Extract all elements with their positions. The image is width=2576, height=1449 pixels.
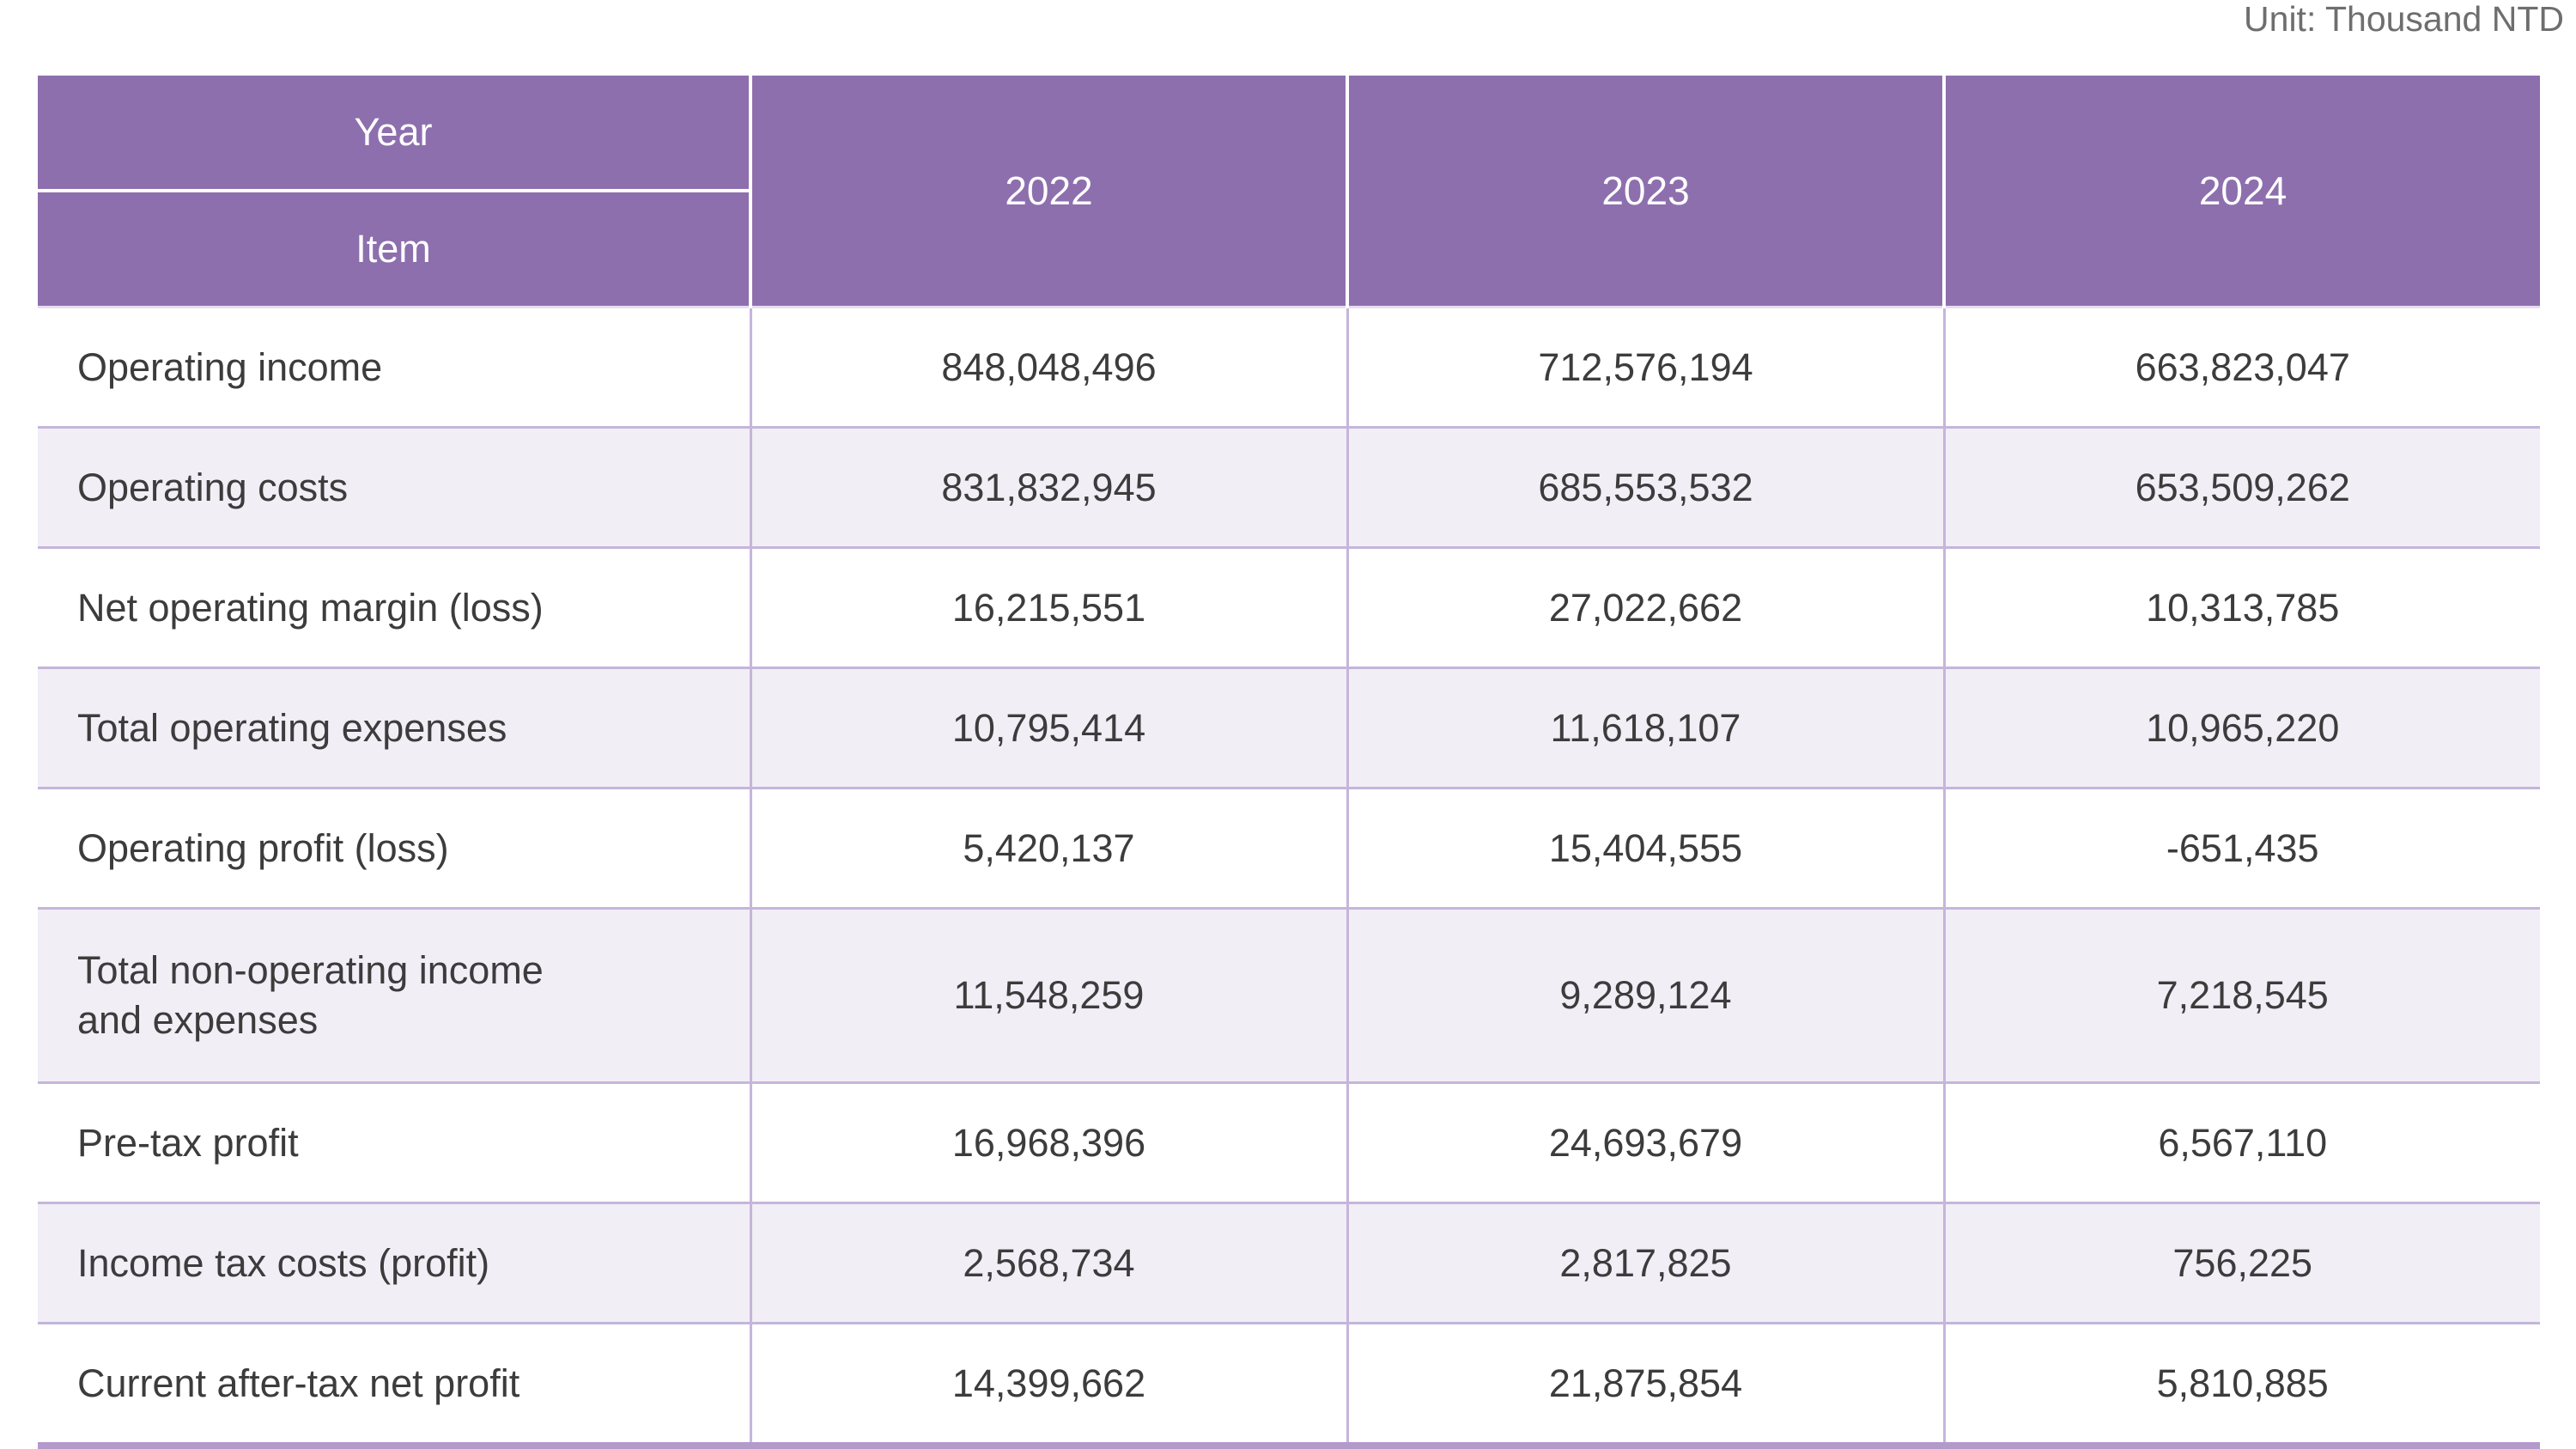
item-label: Operating profit (loss) (38, 787, 750, 909)
table-row: Operating profit (loss) 5,420,137 15,404… (38, 787, 2540, 909)
table-row: Operating income 848,048,496 712,576,194… (38, 306, 2540, 428)
value-2023: 685,553,532 (1346, 426, 1944, 548)
value-2022: 16,215,551 (749, 546, 1347, 668)
value-2024: 6,567,110 (1942, 1081, 2540, 1203)
value-2023: 24,693,679 (1346, 1081, 1944, 1203)
table-row: Net operating margin (loss) 16,215,551 2… (38, 546, 2540, 668)
item-label: Operating income (38, 306, 750, 428)
item-label: Net operating margin (loss) (38, 546, 750, 668)
value-2023: 21,875,854 (1346, 1322, 1944, 1449)
corner-item-label: Item (355, 227, 431, 271)
table-row: Income tax costs (profit) 2,568,734 2,81… (38, 1202, 2540, 1324)
table-row: Current after-tax net profit 14,399,662 … (38, 1322, 2540, 1449)
value-2024: 756,225 (1942, 1202, 2540, 1324)
item-label: Total non-operating income and expenses (38, 907, 750, 1083)
value-2022: 11,548,259 (749, 907, 1347, 1083)
value-2024: 5,810,885 (1942, 1322, 2540, 1449)
value-2023: 9,289,124 (1346, 907, 1944, 1083)
value-2023: 27,022,662 (1346, 546, 1944, 668)
value-2022: 848,048,496 (749, 306, 1347, 428)
value-2022: 10,795,414 (749, 667, 1347, 788)
financial-table: Year Item 2022 2023 2024 Operating incom… (38, 76, 2540, 1449)
item-label: Current after-tax net profit (38, 1322, 750, 1449)
value-2023: 15,404,555 (1346, 787, 1944, 909)
header-row: Year Item 2022 2023 2024 (38, 76, 2540, 307)
value-2022: 831,832,945 (749, 426, 1347, 548)
value-2023: 2,817,825 (1346, 1202, 1944, 1324)
value-2023: 712,576,194 (1346, 306, 1944, 428)
table-row: Total non-operating income and expenses … (38, 907, 2540, 1083)
corner-header-cell: Year Item (38, 76, 750, 307)
value-2022: 14,399,662 (749, 1322, 1347, 1449)
value-2024: 653,509,262 (1942, 426, 2540, 548)
value-2023: 11,618,107 (1346, 667, 1944, 788)
table-row: Pre-tax profit 16,968,396 24,693,679 6,5… (38, 1081, 2540, 1203)
unit-label: Unit: Thousand NTD (2244, 0, 2564, 39)
item-label: Operating costs (38, 426, 750, 548)
value-2024: -651,435 (1942, 787, 2540, 909)
year-header-2022: 2022 (749, 76, 1347, 307)
value-2022: 5,420,137 (749, 787, 1347, 909)
value-2024: 10,965,220 (1942, 667, 2540, 788)
corner-year-label: Year (38, 76, 749, 192)
item-label: Total operating expenses (38, 667, 750, 788)
year-header-2024: 2024 (1942, 76, 2540, 307)
value-2024: 7,218,545 (1942, 907, 2540, 1083)
value-2022: 16,968,396 (749, 1081, 1347, 1203)
value-2024: 663,823,047 (1942, 306, 2540, 428)
table-row: Total operating expenses 10,795,414 11,6… (38, 667, 2540, 788)
year-header-2023: 2023 (1346, 76, 1944, 307)
value-2024: 10,313,785 (1942, 546, 2540, 668)
value-2022: 2,568,734 (749, 1202, 1347, 1324)
item-label: Pre-tax profit (38, 1081, 750, 1203)
item-label: Income tax costs (profit) (38, 1202, 750, 1324)
table-row: Operating costs 831,832,945 685,553,532 … (38, 426, 2540, 548)
